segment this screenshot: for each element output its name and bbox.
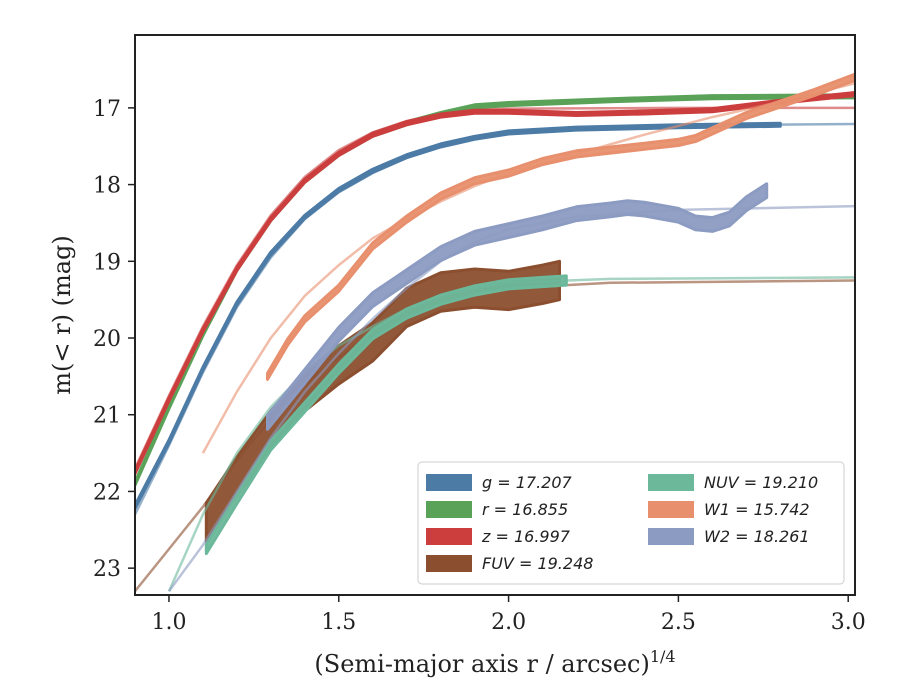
y-tick-label: 20 [93,327,121,352]
y-tick-label: 23 [93,557,121,582]
legend-swatch-r [426,501,472,518]
legend-swatch-g [426,474,472,491]
series-nuv-band [204,274,568,556]
series-w2-band [266,182,769,431]
legend-label-fuv: FUV = 19.248 [482,554,593,573]
axis-ticks: 1.0 1.5 2.0 2.5 3.0 17 18 19 20 21 22 23 [93,97,866,635]
y-tick-label: 19 [93,250,121,275]
legend-label-r: r = 16.855 [482,500,568,519]
x-tick-label: 3.0 [831,610,866,635]
y-axis-label: m(< r) (mag) [48,235,76,394]
x-axis-label: (Semi-major axis r / arcsec)1/4 [314,647,675,678]
series-z-band [135,91,855,476]
legend-swatch-w1 [648,501,694,518]
y-tick-label: 21 [93,404,121,429]
legend-swatch-w2 [648,528,694,545]
legend-label-z: z = 16.997 [481,527,571,546]
series-g-band [135,121,782,510]
series-w1-band [266,72,855,381]
series-w1-model-line [201,82,855,454]
x-tick-label: 2.0 [491,610,526,635]
legend-label-w1: W1 = 15.742 [704,500,810,519]
plot-frame [134,34,856,596]
x-tick-label: 1.0 [151,610,186,635]
legend-swatch-fuv [426,555,472,572]
legend-box [417,461,845,585]
legend-label-g: g = 17.207 [482,473,573,492]
x-tick-label: 1.5 [321,610,356,635]
legend: g = 17.207 r = 16.855 z = 16.997 FUV = 19.2… [417,461,845,585]
chart-marks [135,72,855,592]
y-tick-label: 18 [93,174,121,199]
legend-swatch-nuv [648,474,694,491]
legend-label-nuv: NUV = 19.210 [704,473,818,492]
legend-label-w2: W2 = 18.261 [704,527,810,546]
x-tick-label: 2.5 [661,610,696,635]
y-tick-label: 22 [93,480,121,505]
legend-swatch-z [426,528,472,545]
y-tick-label: 17 [93,97,121,122]
